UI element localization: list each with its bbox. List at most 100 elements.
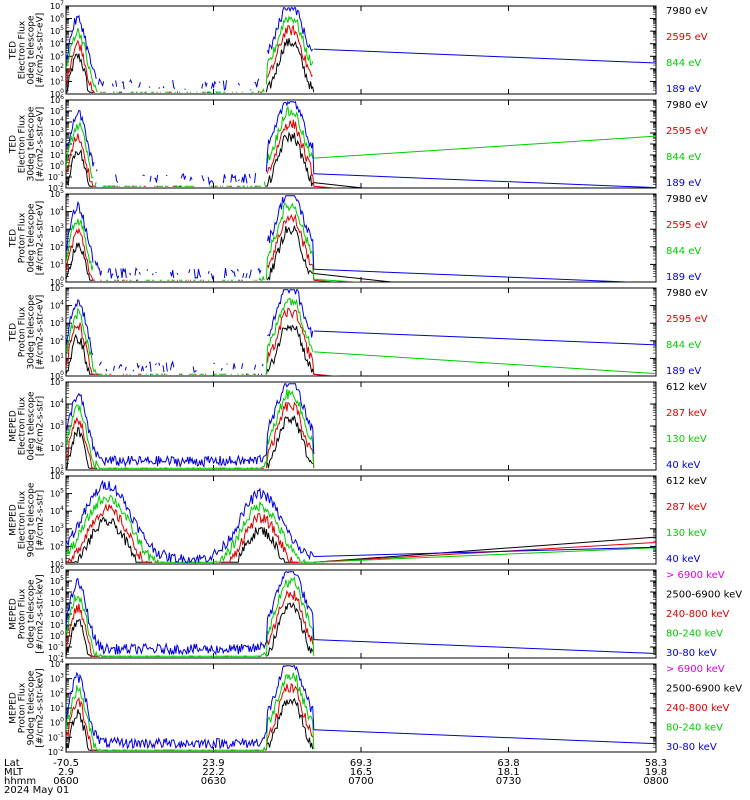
panel-4: 100 101 102 103 104 105 TEDProton Flux30deg te… [9,282,708,381]
y-tick-label: 105 [50,188,64,199]
y-tick-label: 104 [50,586,64,597]
y-tick-label: 100 [50,160,64,171]
y-tick-label: 103 [50,420,64,431]
panel-6: 101 102 103 104 105 106 MEPEDElectron Flux90de… [9,470,707,569]
y-tick-label: 103 [50,673,64,684]
y-tick-label: 102 [50,138,64,149]
series-blue-line [66,479,315,564]
series-black-line [66,324,315,375]
y-tick-label: 102 [50,241,64,252]
series-blue-tail [313,330,656,346]
panel-frame [65,569,657,659]
legend-entry: 844 eV [666,58,701,69]
legend-entry: 7980 eV [666,100,708,111]
y-tick-label: 10-2 [48,746,64,757]
y-axis-label-line: [#/cm2-s-str-eV] [36,295,46,370]
y-tick-label: 104 [50,300,64,311]
y-axis-label: TEDElectron Flux0deg telescope[#/cm2-s-s… [9,13,46,88]
y-axis-label-line: [#/cm2-s-str] [36,490,46,550]
y-axis-label-line: MEPED [9,410,19,442]
legend-entry: 240-800 keV [666,703,730,714]
y-tick-label: 105 [50,488,64,499]
y-axis-label-line: 30deg telescope [27,106,37,181]
series-blue-line [66,195,315,281]
legend-entry: 2500-6900 keV [666,590,742,601]
series-blue-tail [313,48,656,64]
y-axis-label-line: MEPED [9,504,19,536]
y-tick-label: 101 [50,702,64,713]
panel-frame [65,663,657,753]
legend-entry: 2595 eV [666,126,708,137]
y-tick-label: 101 [50,464,64,475]
series-blue-tail [313,729,656,745]
y-axis-label-line: [#/cm2-s-str-keV] [36,668,46,747]
legend-entry: 287 keV [666,502,707,513]
y-axis-label-line: [#/cm2-s-str-keV] [36,574,46,653]
legend-entry: 189 eV [666,272,701,283]
series-green-line [66,202,315,281]
panel-frame [65,287,657,377]
y-tick-label: 105 [50,575,64,586]
y-tick-label: 100 [50,370,64,381]
legend-entry: 40 keV [666,460,700,471]
series-blue-tail [313,268,641,282]
series-blue-line [66,665,315,750]
legend-entry: 287 keV [666,408,707,419]
y-tick-label: 100 [50,276,64,287]
legend-entry: 240-800 keV [666,609,730,620]
y-tick-label: 105 [50,376,64,387]
y-tick-label: 106 [50,470,64,481]
y-tick-label: 105 [50,105,64,116]
legend-entry: 80-240 keV [666,723,723,734]
series-blue-tail [313,546,656,557]
panel-3: 100 101 102 103 104 105 TEDProton Flux0deg tel… [9,188,708,287]
y-axis-label-line: [#/cm2-s-str-eV] [36,107,46,182]
y-axis-label-line: 0deg telescope [27,579,37,649]
y-tick-label: 102 [50,540,64,551]
series-green-line [66,388,315,470]
y-axis-label-line: Electron Flux [18,20,28,79]
panel-5: 101 102 103 104 105 MEPEDElectron Flux0deg te… [9,376,707,475]
series-green-tail [313,135,656,159]
legend-entry: 2595 eV [666,32,708,43]
y-axis-label-line: TED [9,135,19,154]
y-axis-label-line: Electron Flux [18,490,28,549]
series-red-tail [313,373,340,376]
y-tick-label: 106 [50,13,64,24]
y-axis-label-line: Electron Flux [18,114,28,173]
series-group [66,479,656,564]
x-axis-row-label: MLT [4,767,24,778]
x-tick-hhmm: 0730 [496,776,521,787]
series-green-line [66,494,314,563]
series-green-line [66,297,314,375]
x-tick-lat: -70.5 [53,758,79,769]
y-axis-label-line: TED [9,323,19,342]
panel-frame [65,99,657,189]
y-axis-label: MEPEDProton Flux0deg telescope[#/cm2-s-s… [9,574,46,653]
y-tick-label: 105 [50,282,64,293]
series-group [66,289,656,376]
y-axis-label-line: 0deg telescope [27,391,37,461]
series-black-tail [313,373,335,376]
legend-entry: 7980 eV [666,6,708,17]
series-red-line [66,307,315,375]
legend-entry: 189 eV [666,84,701,95]
x-tick-lat: 23.9 [202,758,224,769]
y-axis-label-line: 90deg telescope [27,482,37,557]
series-group [66,195,641,282]
series-black-line [66,518,310,563]
y-tick-label: 104 [50,116,64,127]
y-tick-label: 102 [50,442,64,453]
y-tick-label: 105 [50,25,64,36]
y-tick-label: 101 [50,149,64,160]
y-tick-label: 104 [50,658,64,669]
legend-entry: 130 keV [666,434,707,445]
x-tick-mlt: 18.1 [497,767,519,778]
series-red-line [66,119,315,187]
x-tick-lat: 58.3 [645,758,667,769]
legend-entry: 2595 eV [666,220,708,231]
x-tick-hhmm: 0600 [53,776,78,787]
